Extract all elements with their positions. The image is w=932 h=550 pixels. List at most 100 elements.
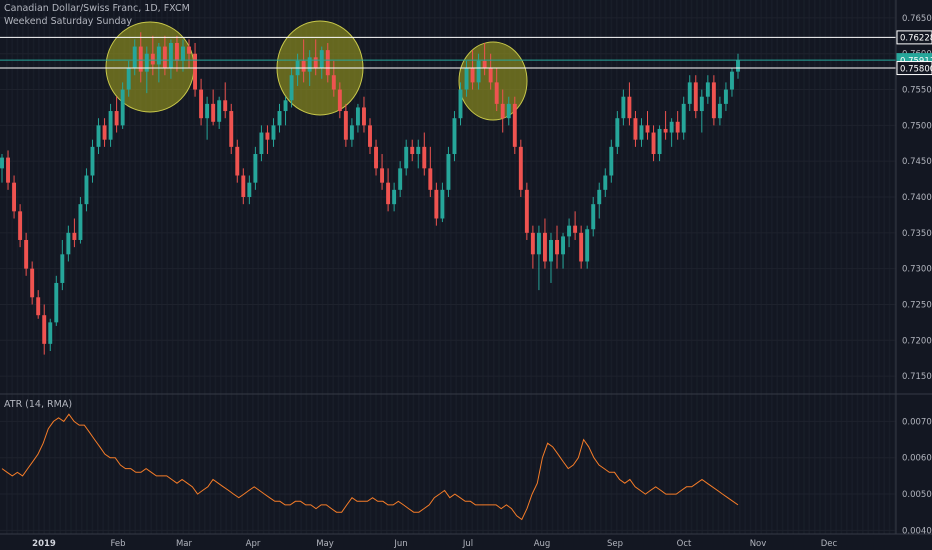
candle[interactable] [663, 111, 668, 140]
candle[interactable] [253, 146, 258, 190]
candle[interactable] [319, 46, 324, 79]
candle[interactable] [84, 168, 89, 212]
candle[interactable] [404, 139, 409, 176]
candle[interactable] [54, 275, 59, 326]
candle[interactable] [211, 89, 216, 126]
candle[interactable] [380, 154, 385, 190]
candle[interactable] [524, 182, 529, 240]
candle[interactable] [717, 96, 722, 126]
candle[interactable] [440, 182, 445, 223]
candle[interactable] [368, 118, 372, 155]
candle[interactable] [609, 139, 614, 183]
candle[interactable] [325, 42, 330, 83]
candle[interactable] [126, 60, 131, 97]
candle[interactable] [434, 182, 439, 226]
candle[interactable] [518, 139, 523, 197]
candle[interactable] [591, 197, 596, 237]
candle[interactable] [217, 96, 222, 129]
horizontal-lines[interactable] [0, 36, 896, 69]
candle[interactable] [651, 125, 656, 162]
candle[interactable] [428, 146, 433, 197]
candle[interactable] [24, 232, 29, 276]
candle[interactable] [621, 89, 626, 126]
candle[interactable] [362, 96, 366, 133]
candle[interactable] [705, 75, 710, 104]
candle[interactable] [259, 125, 264, 162]
candle[interactable] [331, 60, 336, 97]
candle[interactable] [452, 111, 457, 162]
candle[interactable] [627, 82, 632, 126]
candle[interactable] [500, 89, 505, 133]
candle[interactable] [42, 304, 47, 355]
candle[interactable] [603, 168, 608, 197]
candle[interactable] [271, 118, 276, 147]
candle[interactable] [36, 290, 41, 319]
candle[interactable] [235, 139, 240, 183]
candle[interactable] [416, 139, 421, 169]
candle[interactable] [18, 204, 23, 248]
candle[interactable] [536, 225, 541, 291]
candle[interactable] [512, 96, 517, 155]
candle[interactable] [530, 225, 535, 269]
candle[interactable] [223, 82, 228, 119]
candle[interactable] [108, 103, 113, 147]
candle[interactable] [144, 46, 149, 94]
candle[interactable] [730, 68, 734, 97]
candle[interactable] [156, 42, 161, 83]
candle[interactable] [96, 118, 101, 155]
candle[interactable] [470, 50, 475, 90]
candle[interactable] [675, 111, 680, 140]
candle[interactable] [615, 111, 620, 155]
candle[interactable] [669, 118, 674, 147]
candle[interactable] [277, 103, 282, 133]
candle[interactable] [482, 42, 487, 76]
candle[interactable] [90, 139, 95, 183]
time-axis[interactable]: 2019 Feb Mar Apr May Jun Jul Aug Sep Oct Nov Dec [32, 539, 837, 549]
candle[interactable] [337, 82, 342, 119]
candle[interactable] [579, 225, 584, 269]
candle[interactable] [681, 96, 686, 140]
candle[interactable] [199, 78, 204, 126]
candle[interactable] [0, 154, 4, 183]
candle[interactable] [289, 68, 294, 108]
candle[interactable] [711, 75, 716, 126]
candle[interactable] [687, 75, 692, 112]
candle[interactable] [494, 68, 499, 112]
candle[interactable] [464, 60, 469, 97]
candle[interactable] [422, 132, 427, 176]
candle[interactable] [597, 182, 602, 219]
candle[interactable] [374, 139, 378, 176]
candle[interactable] [247, 175, 252, 205]
candle[interactable] [181, 39, 185, 72]
candle[interactable] [301, 39, 306, 83]
candle[interactable] [30, 261, 35, 305]
candle[interactable] [736, 53, 740, 79]
candle[interactable] [693, 75, 698, 119]
candle[interactable] [283, 96, 288, 126]
candle[interactable] [174, 35, 179, 72]
candle[interactable] [48, 318, 53, 352]
candle[interactable] [567, 218, 572, 248]
candle[interactable] [392, 182, 397, 212]
candle[interactable] [349, 118, 354, 147]
candle[interactable] [102, 118, 107, 147]
atr-line[interactable] [1, 413, 739, 521]
candle[interactable] [410, 139, 415, 162]
candle[interactable] [446, 146, 451, 197]
candle[interactable] [12, 175, 17, 219]
candle[interactable] [114, 96, 119, 133]
candle[interactable] [60, 239, 65, 291]
candle[interactable] [241, 168, 246, 205]
candle[interactable] [699, 89, 704, 133]
candle[interactable] [398, 161, 403, 197]
candle[interactable] [313, 39, 318, 76]
candle[interactable] [162, 35, 167, 76]
candle[interactable] [168, 39, 173, 79]
candle[interactable] [549, 232, 553, 283]
candle[interactable] [72, 218, 77, 248]
candle[interactable] [120, 82, 125, 129]
candle[interactable] [138, 32, 143, 83]
candle[interactable] [458, 82, 463, 126]
